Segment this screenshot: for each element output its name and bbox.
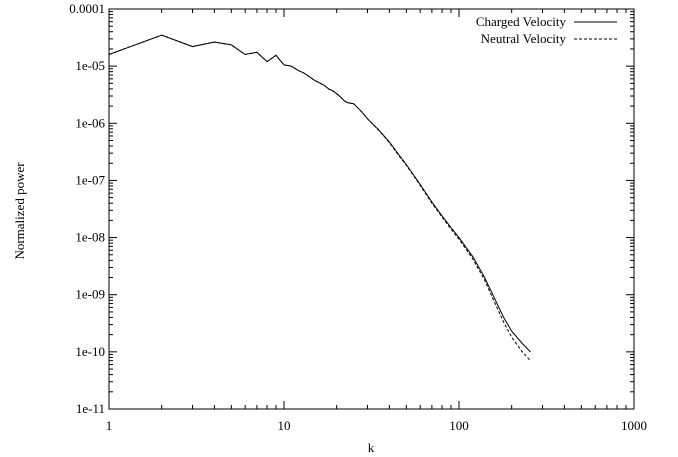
x-tick-label: 1 — [106, 418, 113, 433]
legend-label: Neutral Velocity — [481, 31, 567, 46]
x-tick-label: 100 — [449, 418, 469, 433]
y-tick-label: 1e-11 — [76, 401, 105, 416]
y-tick-label: 0.0001 — [69, 1, 105, 16]
y-tick-label: 1e-05 — [75, 58, 105, 73]
y-tick-label: 1e-07 — [75, 172, 105, 187]
x-tick-label: 10 — [278, 418, 291, 433]
plot-area: 1 10 100 1000 1e-11 1e-10 1e-09 1e-08 1e-07 1e-06… — [69, 1, 647, 433]
y-axis-label: Normalized power — [12, 162, 27, 260]
legend-label: Charged Velocity — [476, 14, 567, 29]
y-tick-label: 1e-10 — [75, 344, 105, 359]
series-line-charged-velocity — [108, 34, 531, 353]
series-layer — [108, 34, 531, 362]
y-tick-label: 1e-09 — [75, 287, 105, 302]
x-tick-label: 1000 — [621, 418, 647, 433]
legend: Charged Velocity Neutral Velocity — [476, 14, 617, 46]
x-axis-label: k — [368, 440, 375, 455]
y-tick-label: 1e-06 — [75, 115, 105, 130]
y-tick-label: 1e-08 — [75, 230, 105, 245]
plot-frame — [108, 8, 635, 410]
series-line-neutral-velocity — [108, 34, 531, 362]
